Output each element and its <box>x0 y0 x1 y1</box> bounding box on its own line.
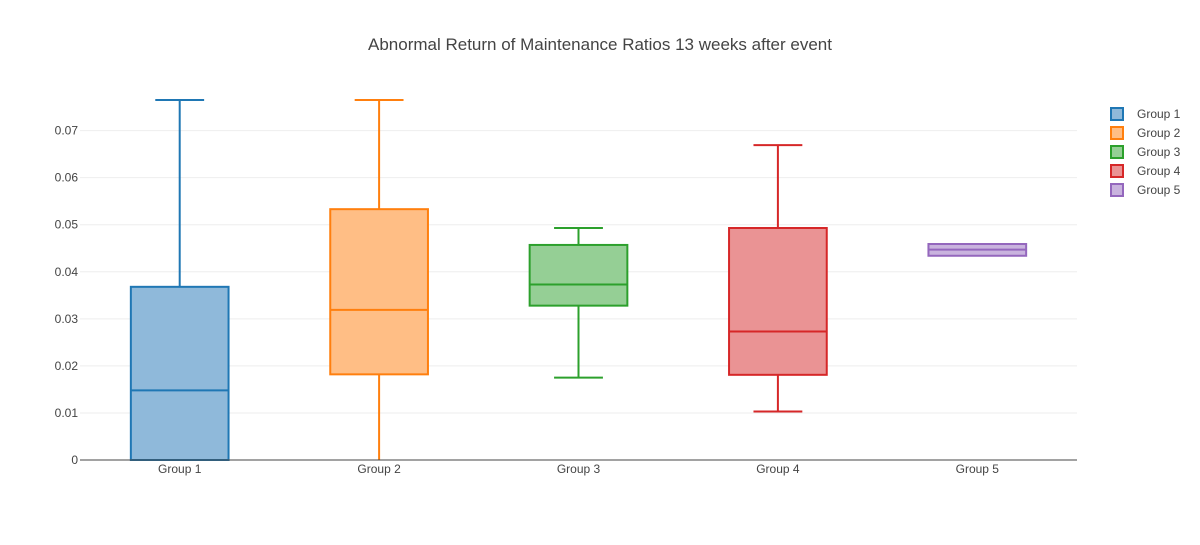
axes: 0 0.01 0.02 0.03 0.04 0.05 0.06 0.07 Group 1 Grou… <box>55 124 1077 476</box>
box-3 <box>528 227 629 379</box>
legend[interactable]: Group 1 Group 2 Group 3 Group 4 Group 5 <box>1110 107 1181 197</box>
legend-label: Group 4 <box>1137 164 1181 178</box>
legend-item[interactable]: Group 4 <box>1110 164 1181 178</box>
y-tick-label: 0.04 <box>55 265 79 279</box>
legend-swatch <box>1110 107 1124 121</box>
box-5 <box>927 243 1028 257</box>
y-tick-label: 0.05 <box>55 218 79 232</box>
legend-label: Group 2 <box>1137 126 1181 140</box>
legend-swatch <box>1110 183 1124 197</box>
legend-item[interactable]: Group 1 <box>1110 107 1181 121</box>
y-tick-label: 0.03 <box>55 312 79 326</box>
y-tick-label: 0 <box>71 453 78 467</box>
legend-item[interactable]: Group 2 <box>1110 126 1181 140</box>
y-tick-label: 0.06 <box>55 171 79 185</box>
x-tick-label: Group 3 <box>557 462 601 476</box>
legend-swatch <box>1110 164 1124 178</box>
y-tick-label: 0.07 <box>55 124 79 138</box>
box-1 <box>129 99 230 461</box>
box-body <box>528 243 629 307</box>
legend-label: Group 1 <box>1137 107 1181 121</box>
box-body <box>129 285 230 461</box>
box-4 <box>728 144 828 413</box>
legend-item[interactable]: Group 3 <box>1110 145 1181 159</box>
x-tick-label: Group 1 <box>158 462 202 476</box>
box-body <box>728 227 828 376</box>
box-body <box>329 208 429 376</box>
legend-label: Group 3 <box>1137 145 1181 159</box>
legend-swatch <box>1110 126 1124 140</box>
boxes <box>129 99 1028 461</box>
x-tick-label: Group 2 <box>357 462 401 476</box>
x-tick-label: Group 5 <box>956 462 1000 476</box>
legend-label: Group 5 <box>1137 183 1181 197</box>
legend-swatch <box>1110 145 1124 159</box>
y-tick-label: 0.02 <box>55 359 79 373</box>
box-2 <box>329 99 429 460</box>
chart-title: Abnormal Return of Maintenance Ratios 13… <box>368 35 832 54</box>
legend-item[interactable]: Group 5 <box>1110 183 1181 197</box>
y-tick-label: 0.01 <box>55 406 79 420</box>
x-tick-label: Group 4 <box>756 462 800 476</box>
